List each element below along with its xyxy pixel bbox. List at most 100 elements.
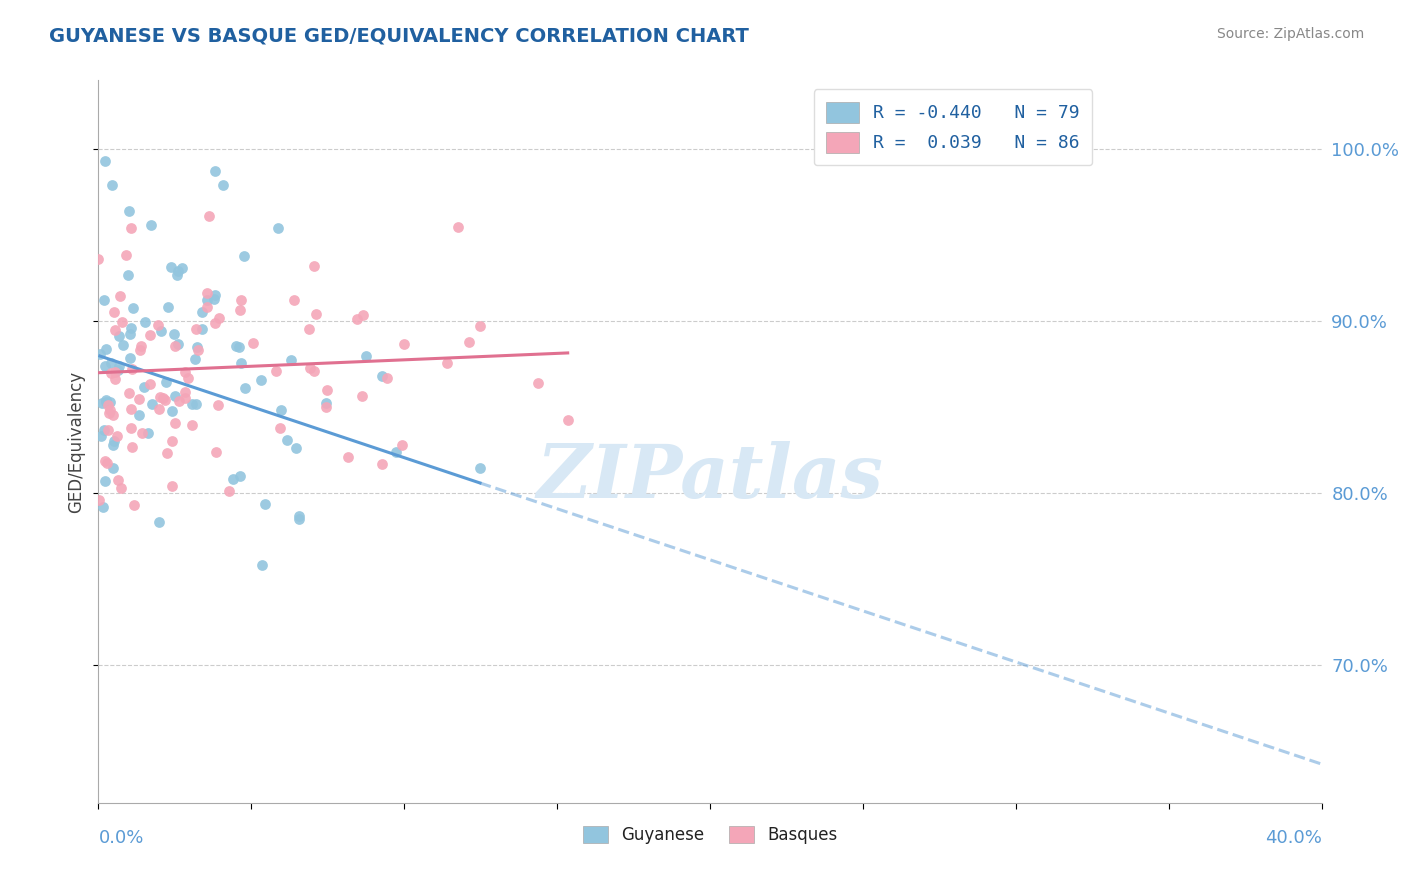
Point [105, 429, 128, 443]
Point [93, 293, 115, 307]
Point [91, 396, 114, 410]
Text: 40.0%: 40.0% [1265, 829, 1322, 847]
Point [103, 434, 125, 448]
Point [128, 392, 150, 407]
Point [121, 362, 143, 376]
Point [174, 365, 197, 379]
Point [96, 392, 118, 407]
Point [233, 249, 256, 263]
Point [110, 481, 132, 495]
Point [87, 252, 110, 266]
Point [173, 391, 195, 405]
Point [371, 457, 394, 471]
Point [97, 398, 120, 412]
Point [152, 391, 174, 405]
Point [269, 421, 291, 435]
Point [468, 461, 491, 475]
Point [315, 396, 337, 410]
Point [167, 394, 190, 409]
Point [132, 380, 155, 394]
Point [120, 221, 142, 235]
Point [176, 370, 198, 384]
Point [117, 268, 139, 283]
Point [304, 259, 326, 273]
Point [288, 512, 311, 526]
Point [557, 413, 579, 427]
Point [208, 310, 231, 325]
Point [184, 351, 207, 366]
Point [104, 365, 127, 379]
Point [100, 366, 122, 380]
Point [280, 352, 302, 367]
Point [96, 395, 118, 409]
Point [162, 479, 184, 493]
Point [94, 359, 117, 374]
Point [120, 326, 142, 341]
Point [98, 403, 121, 417]
Point [97, 423, 120, 437]
Point [98, 395, 121, 409]
Point [90, 429, 112, 443]
Point [212, 178, 235, 193]
Point [118, 385, 141, 400]
Point [336, 450, 359, 465]
Point [229, 468, 252, 483]
Point [163, 326, 186, 341]
Point [120, 421, 142, 435]
Point [298, 322, 321, 336]
Point [284, 441, 307, 455]
Point [221, 472, 243, 486]
Point [249, 373, 271, 387]
Point [170, 260, 193, 275]
Point [120, 321, 142, 335]
Point [228, 340, 250, 354]
Point [131, 426, 153, 441]
Point [384, 445, 406, 459]
Point [141, 218, 163, 232]
Point [370, 368, 392, 383]
Point [254, 497, 277, 511]
Point [527, 376, 550, 390]
Point [173, 385, 195, 400]
Point [94, 474, 117, 488]
Point [103, 305, 125, 319]
Point [118, 203, 141, 218]
Point [120, 351, 142, 366]
Point [191, 305, 214, 319]
Point [298, 361, 321, 376]
Point [156, 445, 179, 459]
Point [159, 260, 181, 275]
Point [233, 381, 256, 395]
Point [167, 337, 190, 351]
Point [146, 318, 169, 332]
Point [93, 423, 115, 437]
Point [93, 153, 115, 168]
Point [104, 372, 127, 386]
Point [160, 434, 183, 448]
Point [267, 220, 290, 235]
Point [94, 454, 117, 468]
Point [264, 364, 287, 378]
Point [229, 293, 252, 307]
Point [128, 408, 150, 422]
Point [250, 558, 273, 572]
Point [141, 397, 163, 411]
Y-axis label: GED/Equivalency: GED/Equivalency [67, 370, 86, 513]
Point [394, 337, 416, 351]
Point [155, 375, 177, 389]
Point [205, 445, 228, 459]
Point [112, 338, 135, 352]
Point [149, 324, 172, 338]
Point [139, 327, 162, 342]
Point [96, 343, 118, 357]
Point [101, 408, 124, 422]
Point [100, 356, 122, 370]
Point [225, 338, 247, 352]
Point [165, 339, 187, 353]
Point [436, 356, 458, 370]
Point [229, 303, 252, 318]
Text: GUYANESE VS BASQUE GED/EQUIVALENCY CORRELATION CHART: GUYANESE VS BASQUE GED/EQUIVALENCY CORRE… [49, 27, 749, 45]
Point [163, 416, 186, 430]
Point [288, 509, 311, 524]
Point [129, 339, 152, 353]
